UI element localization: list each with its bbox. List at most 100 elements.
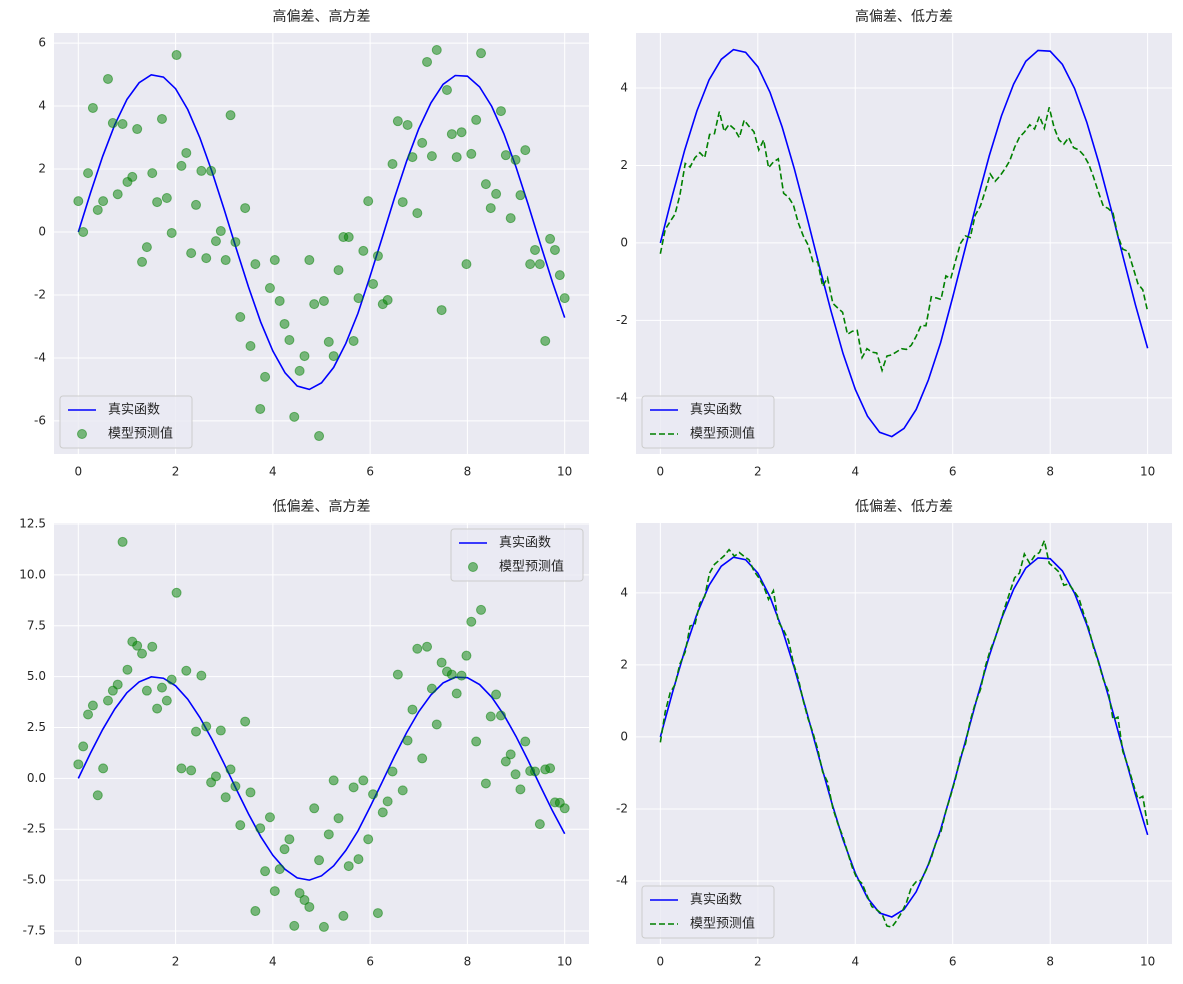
- scatter-point: [87, 102, 98, 113]
- scatter-point: [210, 771, 221, 782]
- y-tick-label: 0: [620, 729, 628, 743]
- legend-label: 模型预测值: [108, 426, 173, 442]
- scatter-point: [269, 255, 280, 266]
- scatter-point: [235, 820, 246, 831]
- scatter-point: [461, 259, 472, 270]
- scatter-point: [451, 152, 462, 163]
- scatter-point: [87, 700, 98, 711]
- legend-label: 真实函数: [499, 536, 551, 551]
- scatter-point: [412, 208, 423, 219]
- scatter-point: [186, 765, 197, 776]
- y-tick-label: 12.5: [19, 517, 46, 531]
- scatter-point: [102, 695, 113, 706]
- scatter-point: [220, 255, 231, 266]
- scatter-point: [353, 854, 364, 865]
- scatter-point: [220, 792, 231, 803]
- scatter-point: [206, 165, 217, 176]
- scatter-point: [461, 650, 472, 661]
- scatter-point: [196, 165, 207, 176]
- x-tick-label: 8: [1046, 955, 1054, 969]
- scatter-point: [480, 179, 491, 190]
- scatter-point: [510, 769, 521, 780]
- scatter-point: [540, 335, 551, 346]
- x-tick-label: 8: [464, 465, 472, 479]
- scatter-point: [372, 250, 383, 261]
- scatter-point: [299, 895, 310, 906]
- scatter-point: [515, 190, 526, 201]
- subplot-title: 高偏差、低方差: [855, 8, 953, 25]
- legend-box: [641, 885, 775, 939]
- scatter-point: [397, 785, 408, 796]
- scatter-point: [402, 735, 413, 746]
- scatter-point: [431, 719, 442, 730]
- scatter-point: [338, 910, 349, 921]
- x-tick-label: 4: [269, 955, 277, 969]
- scatter-point: [284, 335, 295, 346]
- y-tick-label: -2: [616, 801, 628, 815]
- scatter-point: [318, 295, 329, 306]
- scatter-point: [264, 812, 275, 823]
- scatter-point: [368, 278, 379, 289]
- y-tick-label: -4: [616, 390, 628, 404]
- scatter-point: [534, 819, 545, 830]
- y-tick-label: -2: [616, 313, 628, 327]
- scatter-point: [171, 50, 182, 61]
- scatter-point: [152, 703, 163, 714]
- scatter-point: [260, 371, 271, 382]
- scatter-point: [333, 265, 344, 276]
- scatter-point: [112, 189, 123, 200]
- y-tick-label: 10.0: [19, 567, 46, 581]
- x-tick-label: 0: [74, 955, 82, 969]
- scatter-point: [255, 403, 266, 414]
- legend-label: 真实函数: [108, 403, 160, 418]
- scatter-point: [112, 679, 123, 690]
- scatter-point: [274, 864, 285, 875]
- x-tick-label: 2: [172, 465, 180, 479]
- scatter-point: [181, 147, 192, 158]
- scatter-point: [534, 259, 545, 270]
- scatter-point: [491, 188, 502, 199]
- scatter-point: [284, 834, 295, 845]
- scatter-point: [387, 158, 398, 169]
- scatter-point: [171, 587, 182, 598]
- scatter-point: [323, 829, 334, 840]
- scatter-point: [436, 305, 447, 316]
- scatter-point: [73, 759, 84, 770]
- scatter-point: [147, 641, 158, 652]
- scatter-point: [446, 129, 457, 140]
- scatter-point: [510, 154, 521, 165]
- scatter-point: [422, 641, 433, 652]
- scatter-point: [122, 664, 133, 675]
- x-tick-label: 4: [851, 465, 859, 479]
- scatter-point: [127, 171, 138, 182]
- scatter-point: [554, 270, 565, 281]
- scatter-point: [417, 137, 428, 148]
- scatter-point: [382, 796, 393, 807]
- scatter-point: [559, 293, 570, 304]
- scatter-point: [456, 127, 467, 138]
- scatter-point: [520, 736, 531, 747]
- scatter-point: [476, 604, 487, 615]
- scatter-point: [323, 336, 334, 347]
- scatter-point: [559, 803, 570, 814]
- y-tick-label: 4: [620, 585, 628, 599]
- model-line: [659, 48, 1149, 438]
- y-tick-label: 2: [620, 158, 628, 172]
- x-tick-label: 6: [366, 465, 374, 479]
- y-tick-label: -7.5: [23, 923, 46, 937]
- scatter-point: [260, 866, 271, 877]
- y-tick-label: -6: [34, 413, 46, 427]
- scatter-point: [343, 232, 354, 243]
- legend-label: 真实函数: [690, 403, 742, 418]
- y-tick-label: 0: [38, 225, 46, 239]
- y-tick-label: -4: [34, 350, 46, 364]
- y-tick-label: 0.0: [27, 771, 46, 785]
- scatter-point: [500, 150, 511, 161]
- scatter-point: [309, 299, 320, 310]
- x-tick-label: 0: [657, 465, 665, 479]
- scatter-point: [485, 711, 496, 722]
- scatter-point: [245, 787, 256, 798]
